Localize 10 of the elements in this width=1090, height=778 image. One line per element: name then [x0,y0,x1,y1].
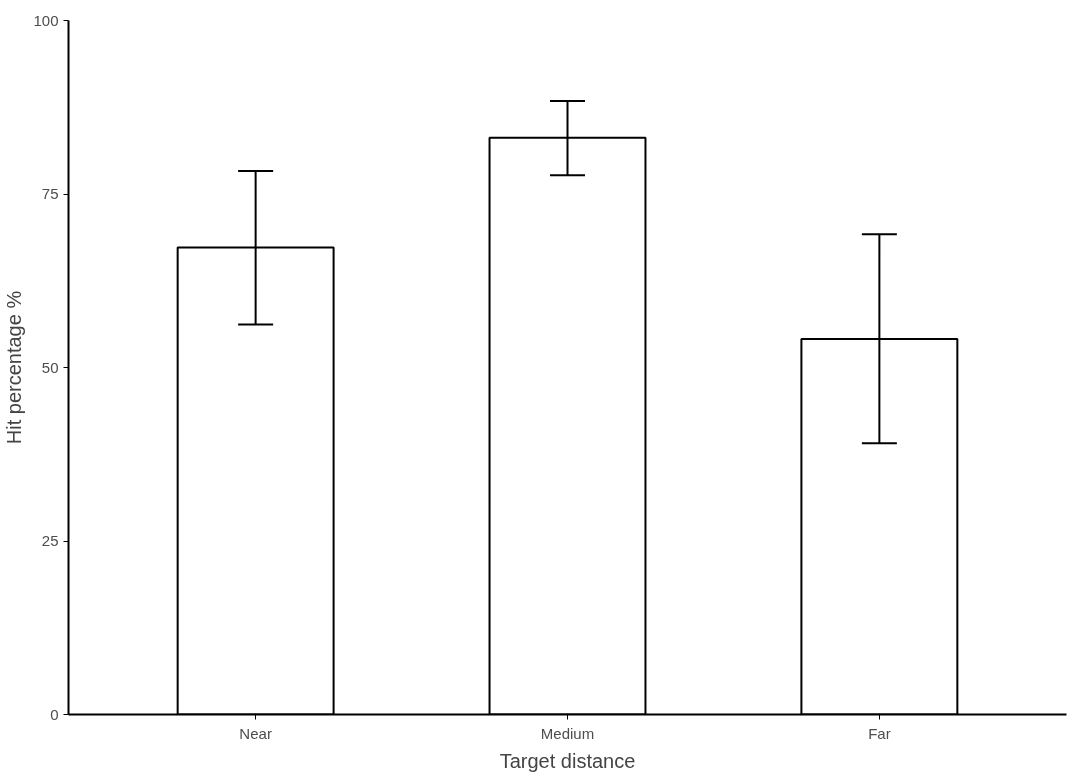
x-tick-label: Medium [540,724,595,742]
y-tick-label: 50 [41,358,59,376]
x-axis-title: Target distance [499,749,636,772]
y-tick-label: 75 [41,185,59,202]
x-tick-label: Near [239,724,272,742]
y-axis-title: Hit percentage % [3,290,26,445]
y-tick-label: 100 [33,11,59,29]
x-tick-label: Far [868,724,891,742]
y-tick-label: 25 [41,532,59,549]
y-tick-label: 0 [50,705,59,723]
